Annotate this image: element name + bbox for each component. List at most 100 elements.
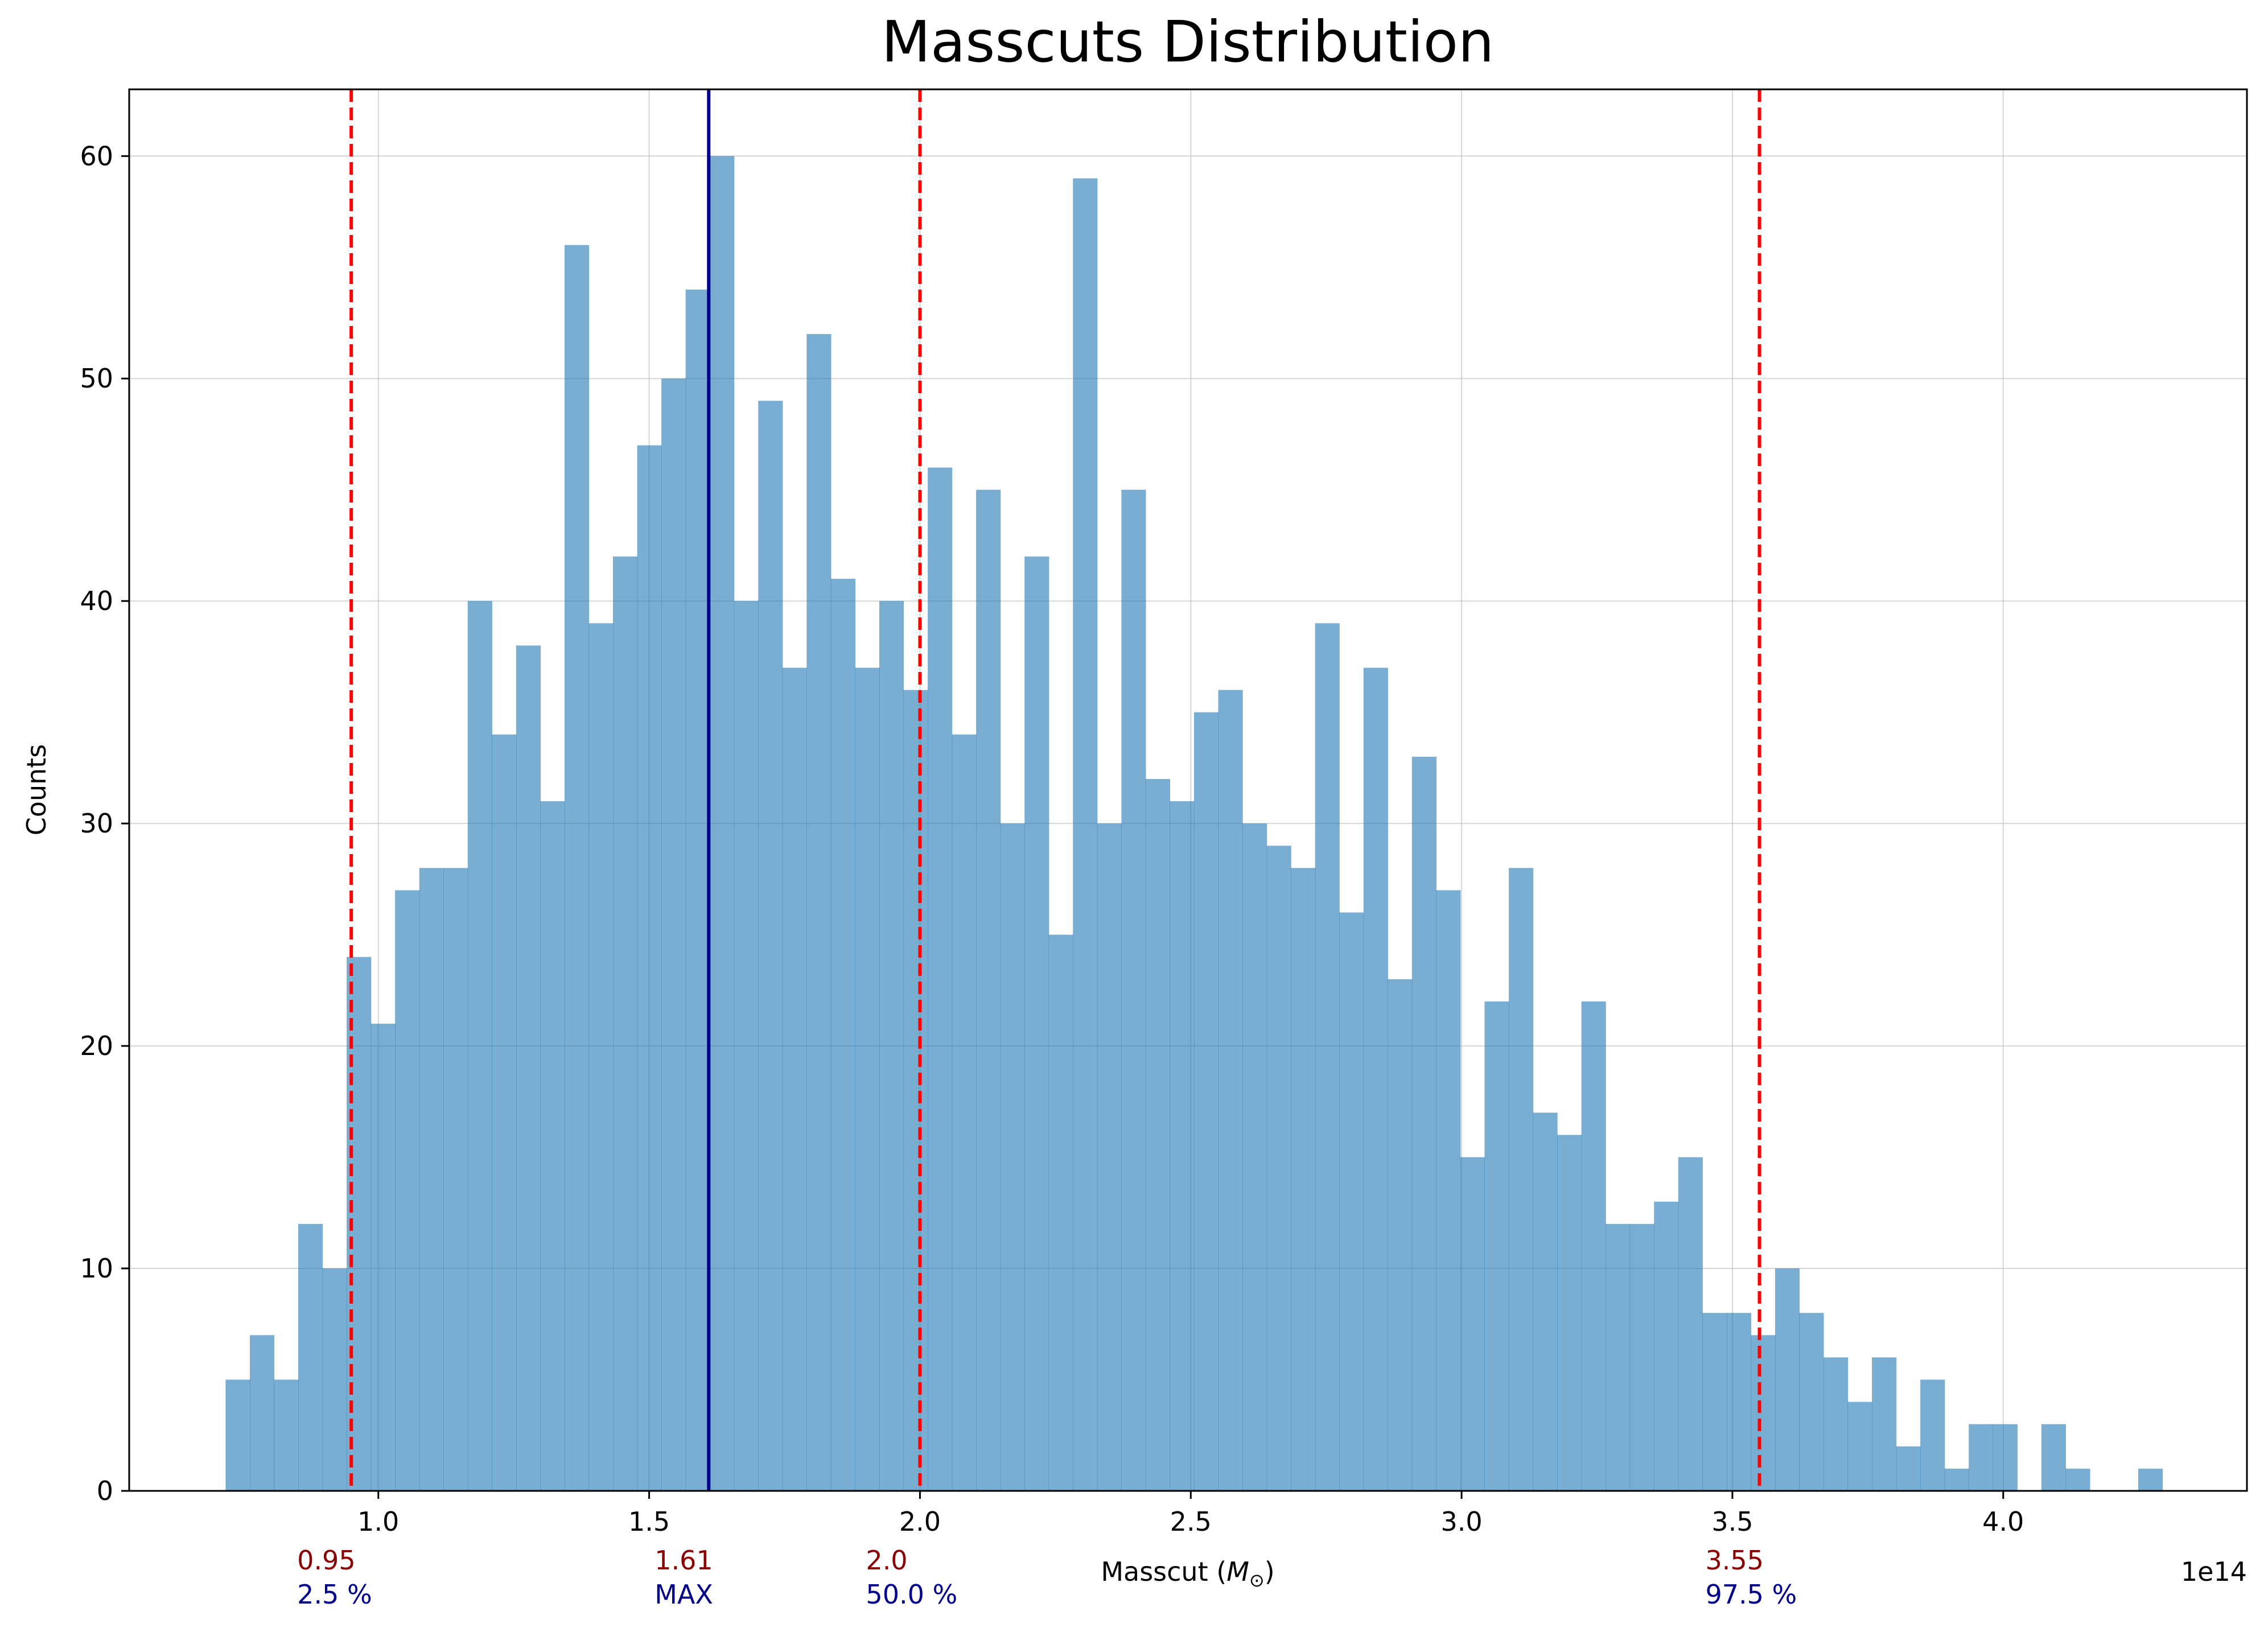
- y-tick-label: 0: [97, 1476, 113, 1506]
- axis-ticks: 1.0 1.5 2.0 2.5 3.0 3.5 4.0 0 10 20 30 40 50 60: [80, 141, 2024, 1537]
- x-tick-label: 3.0: [1441, 1506, 1483, 1537]
- histogram-bar: [1751, 1335, 1776, 1491]
- histogram-bar: [1315, 623, 1340, 1491]
- histogram-bar: [274, 1379, 299, 1491]
- line-value-label: 2.0: [866, 1545, 907, 1576]
- histogram-bar: [1726, 1313, 1751, 1491]
- x-axis-label-subscript: ⊙: [1249, 1569, 1265, 1591]
- histogram-bar: [371, 1024, 396, 1491]
- histogram-bar: [1048, 934, 1073, 1491]
- line-caption-label: 2.5 %: [297, 1579, 372, 1610]
- histogram-bar: [1242, 823, 1267, 1491]
- histogram-bar: [1799, 1313, 1824, 1491]
- histogram-bar: [443, 868, 468, 1491]
- histogram-bar: [1654, 1201, 1679, 1491]
- histogram-bar: [1121, 489, 1146, 1491]
- histogram-bar: [758, 401, 783, 1491]
- histogram-bar: [564, 245, 590, 1491]
- histogram-bar: [1775, 1268, 1800, 1491]
- histogram-bar: [516, 645, 541, 1491]
- histogram-bar: [298, 1223, 323, 1491]
- x-tick-label: 1.0: [357, 1506, 399, 1537]
- chart-title: Masscuts Distribution: [882, 9, 1495, 75]
- histogram-bar: [492, 734, 517, 1491]
- histogram-bar: [1436, 890, 1461, 1491]
- histogram-bar: [710, 156, 735, 1491]
- histogram-bar: [1920, 1379, 1945, 1491]
- histogram-bar: [928, 467, 953, 1491]
- y-tick-label: 50: [80, 363, 113, 394]
- x-axis-label-text: Masscut (: [1101, 1556, 1226, 1587]
- y-axis-label: Counts: [21, 744, 52, 836]
- histogram-bar: [1097, 823, 1122, 1491]
- reference-lines: [349, 89, 1761, 1491]
- histogram-bar: [734, 601, 759, 1491]
- histogram-bar: [467, 601, 492, 1491]
- plot-frame: [128, 88, 2248, 1492]
- histogram-bar: [952, 734, 977, 1491]
- y-tick-label: 40: [80, 586, 113, 616]
- histogram-bar: [249, 1335, 275, 1491]
- x-axis-label-close: ): [1265, 1556, 1275, 1587]
- histogram-bar: [588, 623, 614, 1491]
- y-tick-label: 10: [80, 1253, 113, 1284]
- histogram-bar: [1872, 1357, 1897, 1491]
- histogram-bar: [1533, 1112, 1558, 1491]
- histogram-bars: [225, 156, 2163, 1491]
- histogram-bar: [1896, 1446, 1921, 1491]
- histogram-bar: [1266, 846, 1291, 1491]
- x-tick-label: 2.0: [899, 1506, 941, 1537]
- histogram-bar: [782, 667, 807, 1491]
- histogram-bar: [1193, 712, 1219, 1491]
- histogram-bar: [879, 601, 904, 1491]
- histogram-bar: [1145, 778, 1171, 1491]
- histogram-bar: [1969, 1424, 1994, 1491]
- histogram-bar: [419, 868, 444, 1491]
- histogram-bar: [1606, 1223, 1631, 1491]
- line-caption-label: MAX: [655, 1579, 713, 1610]
- histogram-bar: [1557, 1135, 1582, 1491]
- histogram-bar: [1170, 801, 1195, 1491]
- y-tick-label: 60: [80, 141, 113, 171]
- x-axis-label: Masscut (M⊙): [1101, 1556, 1274, 1591]
- histogram-bar: [1411, 756, 1436, 1491]
- histogram-bar: [855, 667, 880, 1491]
- histogram-bar: [806, 334, 832, 1491]
- histogram-bar: [976, 489, 1001, 1491]
- histogram-bar: [613, 557, 638, 1491]
- histogram-bar: [1339, 912, 1364, 1491]
- histogram-bar: [1678, 1157, 1703, 1491]
- histogram-bar: [2138, 1468, 2163, 1491]
- line-caption-label: 97.5 %: [1706, 1579, 1797, 1610]
- x-tick-label: 4.0: [1982, 1506, 2024, 1537]
- x-tick-label: 3.5: [1711, 1506, 1753, 1537]
- histogram-bar: [1508, 868, 1534, 1491]
- histogram-bar: [1484, 1001, 1509, 1491]
- histogram-bar: [322, 1268, 347, 1491]
- histogram-bar: [830, 579, 856, 1491]
- histogram-bar: [661, 378, 686, 1491]
- histogram-bar: [903, 690, 928, 1491]
- histogram-bar: [225, 1379, 250, 1491]
- line-caption-label: 50.0 %: [866, 1579, 957, 1610]
- histogram-bar: [1581, 1001, 1606, 1491]
- histogram-bar: [1460, 1157, 1485, 1491]
- histogram-bar: [1993, 1424, 2018, 1491]
- y-tick-label: 20: [80, 1031, 113, 1061]
- histogram-bar: [1629, 1223, 1654, 1491]
- line-value-label: 1.61: [655, 1545, 713, 1576]
- histogram-bar: [1388, 979, 1413, 1491]
- histogram-bar: [1024, 557, 1049, 1491]
- histogram-bar: [685, 289, 710, 1491]
- histogram-bar: [1702, 1313, 1727, 1491]
- histogram-bar: [1847, 1402, 1872, 1491]
- histogram-bar: [1823, 1357, 1849, 1491]
- line-value-label: 3.55: [1706, 1545, 1764, 1576]
- histogram-bar: [1944, 1468, 1969, 1491]
- histogram-bar: [1073, 178, 1098, 1491]
- histogram-bar: [2065, 1468, 2090, 1491]
- x-tick-label: 2.5: [1170, 1506, 1212, 1537]
- histogram-bar: [1218, 690, 1243, 1491]
